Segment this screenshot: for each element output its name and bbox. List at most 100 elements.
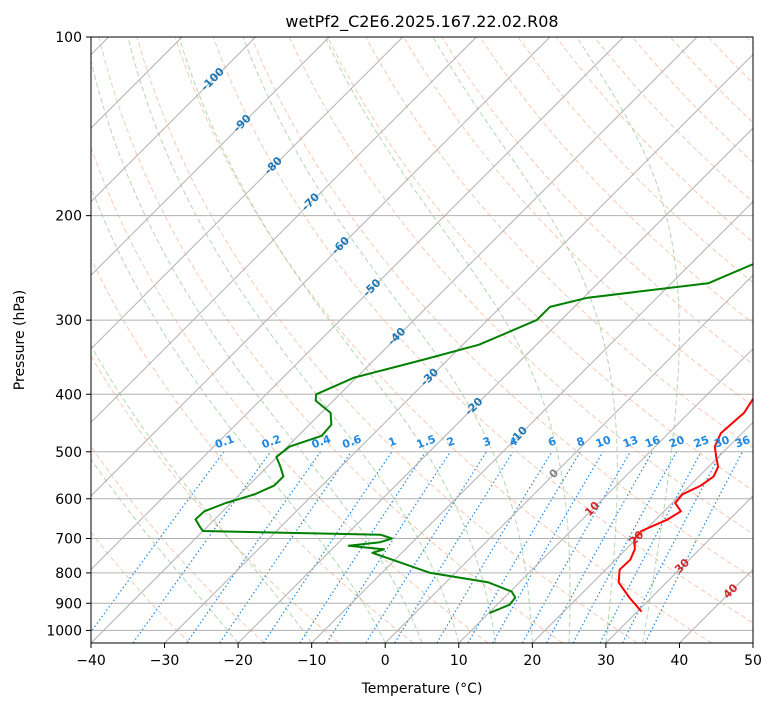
background-grid (91, 37, 753, 643)
dry-adiabat-line (670, 37, 753, 124)
mixing-ratio-line (219, 451, 352, 643)
mixing-ratio-line (326, 451, 451, 643)
mixing-ratio-line (299, 451, 426, 643)
mixing-ratio-label: 25 (692, 433, 711, 450)
x-tick-label: −20 (223, 653, 253, 669)
mixing-ratio-label: 36 (733, 433, 752, 451)
isotherm-line (91, 37, 477, 424)
isotherm-line (458, 348, 753, 643)
isotherm-line (91, 37, 257, 203)
mixing-ratio-line (546, 451, 653, 643)
x-tick-label: 30 (597, 653, 615, 669)
mixing-ratio-line (467, 451, 581, 643)
temperature-profile-line (617, 397, 753, 613)
moist-adiabat-line (324, 37, 571, 643)
dry-adiabat-line (136, 37, 638, 643)
mixing-ratio-label: 16 (643, 433, 662, 451)
x-tick-label: 10 (450, 653, 468, 669)
x-axis-label: Temperature (°C) (361, 681, 483, 697)
isotherm-line (384, 274, 753, 643)
x-tick-label: 40 (671, 653, 689, 669)
mixing-ratio-label: 4 (508, 434, 520, 449)
y-tick-label: 1000 (46, 623, 82, 639)
line-labels: -100-90-80-70-60-50-40-30-20-10010203040… (198, 65, 752, 601)
dry-adiabat-line (174, 37, 713, 643)
mixing-ratio-label: 8 (575, 434, 587, 449)
x-tick-label: 50 (744, 653, 762, 669)
x-tick-label: 20 (523, 653, 541, 669)
isotherm-line (164, 53, 753, 643)
isotherm-line (91, 37, 698, 643)
y-tick-label: 900 (55, 596, 82, 612)
mixing-ratio-line (186, 451, 321, 643)
dry-adiabat-line (746, 37, 753, 45)
mixing-ratio-label: 0.2 (260, 432, 283, 451)
moist-adiabat-line (242, 37, 533, 643)
dry-adiabat-line (91, 146, 489, 643)
dry-adiabat-line (212, 37, 753, 624)
mixing-ratio-label: 2 (445, 434, 457, 449)
moist-adiabat-line (432, 37, 618, 643)
moist-adiabat-line (91, 344, 313, 643)
dewpoint-profile-line (194, 263, 753, 615)
y-tick-label: 300 (55, 313, 82, 329)
x-tick-label: 0 (381, 653, 390, 669)
isotherm-line (91, 37, 330, 276)
dry-adiabat-line (555, 37, 753, 243)
y-tick-label: 700 (55, 532, 82, 548)
isotherm-label: -30 (418, 365, 441, 388)
dry-adiabat-line (91, 531, 191, 643)
dry-adiabat-line (517, 37, 753, 284)
y-tick-label: 800 (55, 566, 82, 582)
mixing-ratio-line (521, 451, 631, 643)
mixing-ratio-label: 1 (387, 434, 399, 449)
y-tick-label: 400 (55, 387, 82, 403)
mixing-ratio-label: 0.1 (213, 432, 236, 451)
dry-adiabat-line (250, 37, 753, 579)
dry-adiabat-line (91, 257, 414, 643)
isotherm-line (91, 37, 551, 497)
isotherm-line (531, 421, 753, 643)
isotherm-line (752, 642, 753, 643)
moist-adiabat-line (91, 458, 239, 643)
mixing-ratio-line (262, 451, 393, 643)
y-tick-label: 100 (55, 30, 82, 46)
moist-adiabat-line (127, 37, 460, 643)
isotherm-line (605, 495, 753, 643)
mixing-ratio-label: 30 (712, 433, 731, 451)
dry-adiabat-line (708, 37, 753, 84)
mixing-ratio-label: 13 (621, 433, 640, 450)
mixing-ratio-label: 0.4 (310, 432, 333, 451)
moist-adiabat-line (91, 186, 386, 643)
isotherm-line (237, 127, 753, 643)
isotherm-line (91, 37, 404, 350)
y-tick-label: 200 (55, 209, 82, 225)
axes: −40 −30 −20 −10 0 10 20 30 40 5010020030040050060… (46, 30, 762, 669)
y-tick-label: 500 (55, 445, 82, 461)
moist-adiabat-line (576, 37, 680, 643)
x-tick-label: −10 (297, 653, 327, 669)
plot-frame (90, 36, 754, 644)
mixing-ratio-line (436, 451, 553, 643)
mixing-ratio-label: 0.6 (341, 432, 364, 451)
mixing-ratio-line (132, 451, 272, 643)
moist-adiabat-line (178, 37, 497, 643)
mixing-ratio-label: 3 (481, 434, 493, 449)
isotherm-line (91, 37, 624, 571)
mixing-ratio-line (365, 451, 487, 643)
isotherm-label: -90 (231, 111, 254, 134)
dry-adiabat-line (327, 37, 753, 492)
mixing-ratio-label: 20 (667, 433, 686, 451)
mixing-ratio-label: 1.5 (415, 432, 438, 451)
dry-adiabat-line (403, 37, 753, 407)
isotherm-label: -70 (299, 190, 322, 213)
moist-adiabat-line (91, 58, 423, 643)
y-tick-label: 600 (55, 492, 82, 508)
dry-adiabat-line (91, 445, 265, 643)
mixing-ratio-line (91, 451, 225, 633)
x-tick-label: −30 (150, 653, 180, 669)
mixing-ratio-label: 6 (546, 434, 558, 449)
dry-adiabat-line (98, 37, 563, 643)
y-axis-label: Pressure (hPa) (12, 290, 28, 390)
